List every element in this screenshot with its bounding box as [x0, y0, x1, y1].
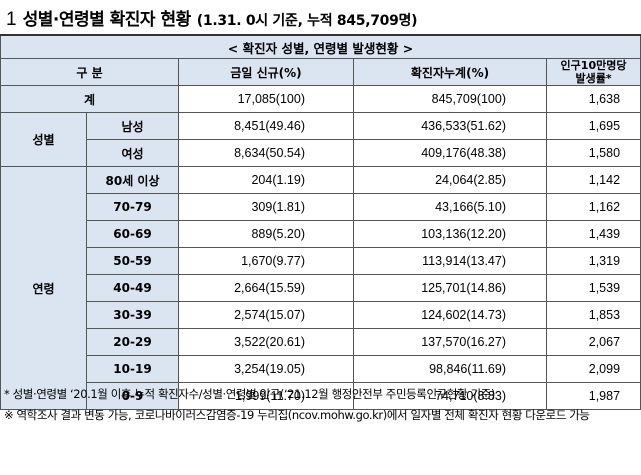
- row-label: 70-79: [86, 193, 179, 221]
- cell-cumulative: 98,846(11.69): [353, 355, 547, 383]
- cell-new: 1,670(9.77): [178, 247, 354, 275]
- cell-new: 3,254(19.05): [178, 355, 354, 383]
- cell-rate: 1,142: [545, 166, 641, 194]
- row-label: 40-49: [86, 274, 179, 302]
- cell-cumulative: 43,166(5.10): [353, 193, 547, 221]
- group-age: 연령: [0, 166, 87, 410]
- header-cumulative: 확진자누계(%): [353, 58, 547, 86]
- cell-cumulative: 409,176(48.38): [353, 139, 547, 167]
- cell-cumulative: 137,570(16.27): [353, 328, 547, 356]
- title-subtitle: (1.31. 0시 기준, 누적 845,709명): [196, 13, 418, 29]
- table-row: 0-9 1,999(11.70) 74,710(8.83) 1,987: [1, 382, 641, 410]
- row-label: 30-39: [86, 301, 179, 329]
- total-rate: 1,638: [545, 85, 641, 113]
- row-label: 남성: [86, 112, 179, 140]
- cell-new: 1,999(11.70): [178, 382, 354, 410]
- table-row-total: 계 17,085(100) 845,709(100) 1,638: [0, 85, 641, 113]
- section-number: 1: [6, 9, 17, 30]
- title-main: 성별·연령별 확진자 현황: [22, 10, 192, 30]
- total-label: 계: [0, 85, 179, 113]
- document-title: 1 성별·연령별 확진자 현황 (1.31. 0시 기준, 누적 845,709명): [6, 5, 418, 31]
- cell-rate: 2,067: [545, 328, 641, 356]
- cell-rate: 1,695: [545, 112, 641, 140]
- cell-cumulative: 74,710(8.83): [353, 382, 547, 410]
- row-label: 50-59: [86, 247, 179, 275]
- table-row: 60-69 889(5.20) 103,136(12.20) 1,439: [1, 220, 641, 248]
- table-row: 30-39 2,574(15.07) 124,602(14.73) 1,853: [1, 301, 641, 329]
- total-cumulative: 845,709(100): [353, 85, 547, 113]
- row-label: 80세 이상: [86, 166, 179, 194]
- table-row: 40-49 2,664(15.59) 125,701(14.86) 1,539: [1, 274, 641, 302]
- cell-new: 8,634(50.54): [178, 139, 354, 167]
- cell-cumulative: 125,701(14.86): [353, 274, 547, 302]
- cell-new: 3,522(20.61): [178, 328, 354, 356]
- group-sex: 성별: [0, 112, 87, 167]
- table-header-row: 구 분 금일 신규(%) 확진자누계(%) 인구10만명당 발생률*: [0, 58, 641, 86]
- table-row: 연령 80세 이상 204(1.19) 24,064(2.85) 1,142: [0, 166, 641, 410]
- cell-rate: 1,987: [545, 382, 641, 410]
- table-row: 70-79 309(1.81) 43,166(5.10) 1,162: [1, 193, 641, 221]
- cell-cumulative: 113,914(13.47): [353, 247, 547, 275]
- table-row: 20-29 3,522(20.61) 137,570(16.27) 2,067: [1, 328, 641, 356]
- cell-cumulative: 24,064(2.85): [353, 166, 547, 194]
- table-caption: < 확진자 성별, 연령별 발생현황 >: [0, 34, 641, 59]
- cell-rate: 1,319: [545, 247, 641, 275]
- cell-new: 2,664(15.59): [178, 274, 354, 302]
- table-row: 여성 8,634(50.54) 409,176(48.38) 1,580: [1, 139, 641, 167]
- table-caption-row: < 확진자 성별, 연령별 발생현황 >: [0, 34, 641, 59]
- footnotes: * 성별·연령별 ‘20.1월 이후 누적 확진자수/성별·연령별 인구(‘21…: [4, 386, 638, 428]
- cell-rate: 1,162: [545, 193, 641, 221]
- row-label: 60-69: [86, 220, 179, 248]
- cell-cumulative: 124,602(14.73): [353, 301, 547, 329]
- row-label: 0-9: [86, 382, 179, 410]
- header-new: 금일 신규(%): [178, 58, 354, 86]
- cell-new: 204(1.19): [178, 166, 354, 194]
- row-label: 여성: [86, 139, 179, 167]
- row-label: 20-29: [86, 328, 179, 356]
- cell-new: 2,574(15.07): [178, 301, 354, 329]
- cell-cumulative: 103,136(12.20): [353, 220, 547, 248]
- cell-cumulative: 436,533(51.62): [353, 112, 547, 140]
- table-row: 10-19 3,254(19.05) 98,846(11.69) 2,099: [1, 355, 641, 383]
- total-new: 17,085(100): [178, 85, 354, 113]
- cell-new: 309(1.81): [178, 193, 354, 221]
- footnote-rate-definition: * 성별·연령별 ‘20.1월 이후 누적 확진자수/성별·연령별 인구(‘21…: [4, 387, 495, 401]
- cases-table: < 확진자 성별, 연령별 발생현황 > 구 분 금일 신규(%) 확진자누계(…: [0, 34, 641, 410]
- table-row: 50-59 1,670(9.77) 113,914(13.47) 1,319: [1, 247, 641, 275]
- header-category: 구 분: [0, 58, 179, 86]
- cell-rate: 1,439: [545, 220, 641, 248]
- cell-rate: 1,853: [545, 301, 641, 329]
- footnote-download-info: ※ 역학조사 결과 변동 가능, 코로나바이러스감염증-19 누리집(ncov.…: [4, 408, 590, 422]
- cell-rate: 1,539: [545, 274, 641, 302]
- table-row: 성별 남성 8,451(49.46) 436,533(51.62) 1,695: [0, 112, 641, 167]
- row-label: 10-19: [86, 355, 179, 383]
- header-rate: 인구10만명당 발생률*: [545, 58, 641, 86]
- cell-new: 889(5.20): [178, 220, 354, 248]
- cell-rate: 1,580: [545, 139, 641, 167]
- cell-new: 8,451(49.46): [178, 112, 354, 140]
- cell-rate: 2,099: [545, 355, 641, 383]
